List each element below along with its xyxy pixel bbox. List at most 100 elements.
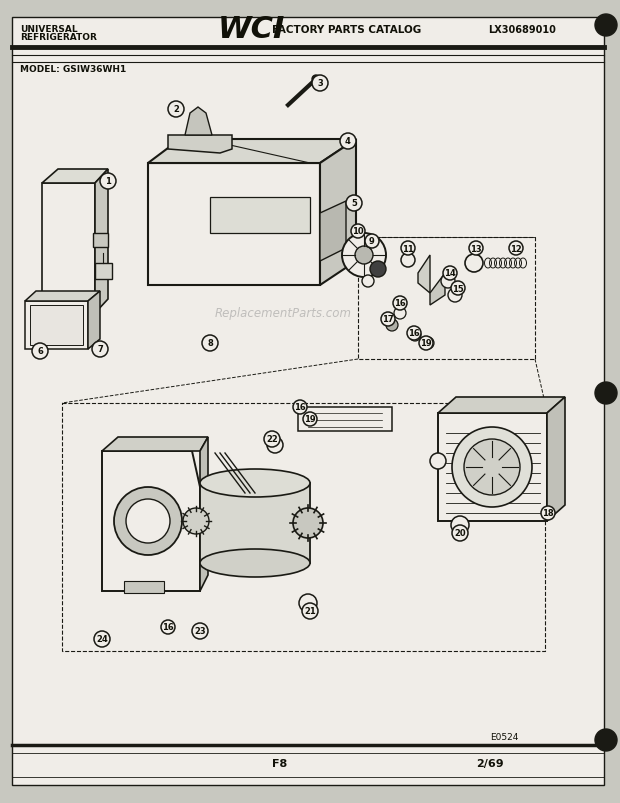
Polygon shape [168,136,232,154]
Text: 19: 19 [304,415,316,424]
Text: F8: F8 [272,758,288,768]
Circle shape [92,341,108,357]
Polygon shape [95,169,108,314]
Circle shape [351,225,365,238]
Circle shape [192,623,208,639]
Circle shape [401,242,415,255]
Circle shape [407,327,421,340]
Polygon shape [200,483,310,563]
Circle shape [401,254,415,267]
Text: 16: 16 [162,622,174,632]
Bar [124,581,164,593]
Circle shape [293,508,323,538]
Circle shape [381,312,395,327]
Circle shape [419,336,433,351]
Text: 1: 1 [105,177,111,186]
Ellipse shape [200,470,310,497]
Polygon shape [102,451,200,591]
Polygon shape [102,438,208,451]
Polygon shape [93,234,108,247]
Text: 14: 14 [444,269,456,278]
Text: 16: 16 [408,329,420,338]
Circle shape [299,594,317,612]
Polygon shape [42,184,95,314]
Polygon shape [148,140,356,164]
Circle shape [595,729,617,751]
Circle shape [302,603,318,619]
Bar [30,306,83,345]
Circle shape [126,499,170,544]
Circle shape [448,288,462,303]
Polygon shape [95,263,112,279]
Text: 17: 17 [382,315,394,324]
Text: 16: 16 [394,300,406,308]
Text: 3: 3 [317,79,323,88]
Circle shape [595,15,617,37]
Circle shape [394,308,406,320]
Text: 12: 12 [510,244,522,253]
Circle shape [94,631,110,647]
Circle shape [362,275,374,287]
Text: 8: 8 [207,339,213,348]
Polygon shape [25,302,88,349]
Circle shape [365,234,379,249]
Circle shape [452,525,468,541]
Circle shape [312,76,320,84]
Polygon shape [148,164,320,286]
Text: FACTORY PARTS CATALOG: FACTORY PARTS CATALOG [272,25,421,35]
Text: 20: 20 [454,529,466,538]
Text: 4: 4 [345,137,351,146]
Text: REFRIGERATOR: REFRIGERATOR [20,34,97,43]
Text: 10: 10 [352,227,364,236]
Circle shape [293,401,307,414]
Circle shape [509,242,523,255]
Text: LX30689010: LX30689010 [488,25,556,35]
Circle shape [370,262,386,278]
Polygon shape [320,140,356,286]
Polygon shape [418,255,430,294]
Bar [210,198,310,234]
Text: MODEL: GSIW36WH1: MODEL: GSIW36WH1 [20,64,126,73]
Text: 16: 16 [294,403,306,412]
Circle shape [464,439,520,495]
Polygon shape [430,274,445,306]
Circle shape [303,413,317,426]
Text: E0524: E0524 [490,732,518,742]
Circle shape [451,282,465,296]
Text: 19: 19 [420,339,432,348]
Text: 13: 13 [470,244,482,253]
Circle shape [469,242,483,255]
Text: 23: 23 [194,626,206,636]
Circle shape [451,516,469,534]
Circle shape [393,296,407,311]
Text: 6: 6 [37,347,43,356]
Circle shape [202,336,218,352]
Text: 21: 21 [304,607,316,616]
Circle shape [312,76,328,92]
Bar [298,407,392,431]
Text: 7: 7 [97,345,103,354]
Text: 2: 2 [173,105,179,114]
Ellipse shape [200,549,310,577]
Polygon shape [320,202,346,262]
Text: 9: 9 [369,237,375,247]
Text: UNIVERSAL: UNIVERSAL [20,24,78,34]
Polygon shape [42,169,108,184]
Polygon shape [200,438,208,591]
Circle shape [386,320,398,332]
Polygon shape [438,397,565,414]
Circle shape [595,382,617,405]
Text: 11: 11 [402,244,414,253]
Text: 15: 15 [452,284,464,293]
Circle shape [541,507,555,520]
Text: 24: 24 [96,634,108,644]
Circle shape [264,431,280,447]
Circle shape [183,508,209,534]
Text: 22: 22 [266,435,278,444]
Text: 18: 18 [542,509,554,518]
Circle shape [161,620,175,634]
Circle shape [267,438,283,454]
Polygon shape [185,108,212,136]
Circle shape [32,344,48,360]
Circle shape [441,275,455,288]
